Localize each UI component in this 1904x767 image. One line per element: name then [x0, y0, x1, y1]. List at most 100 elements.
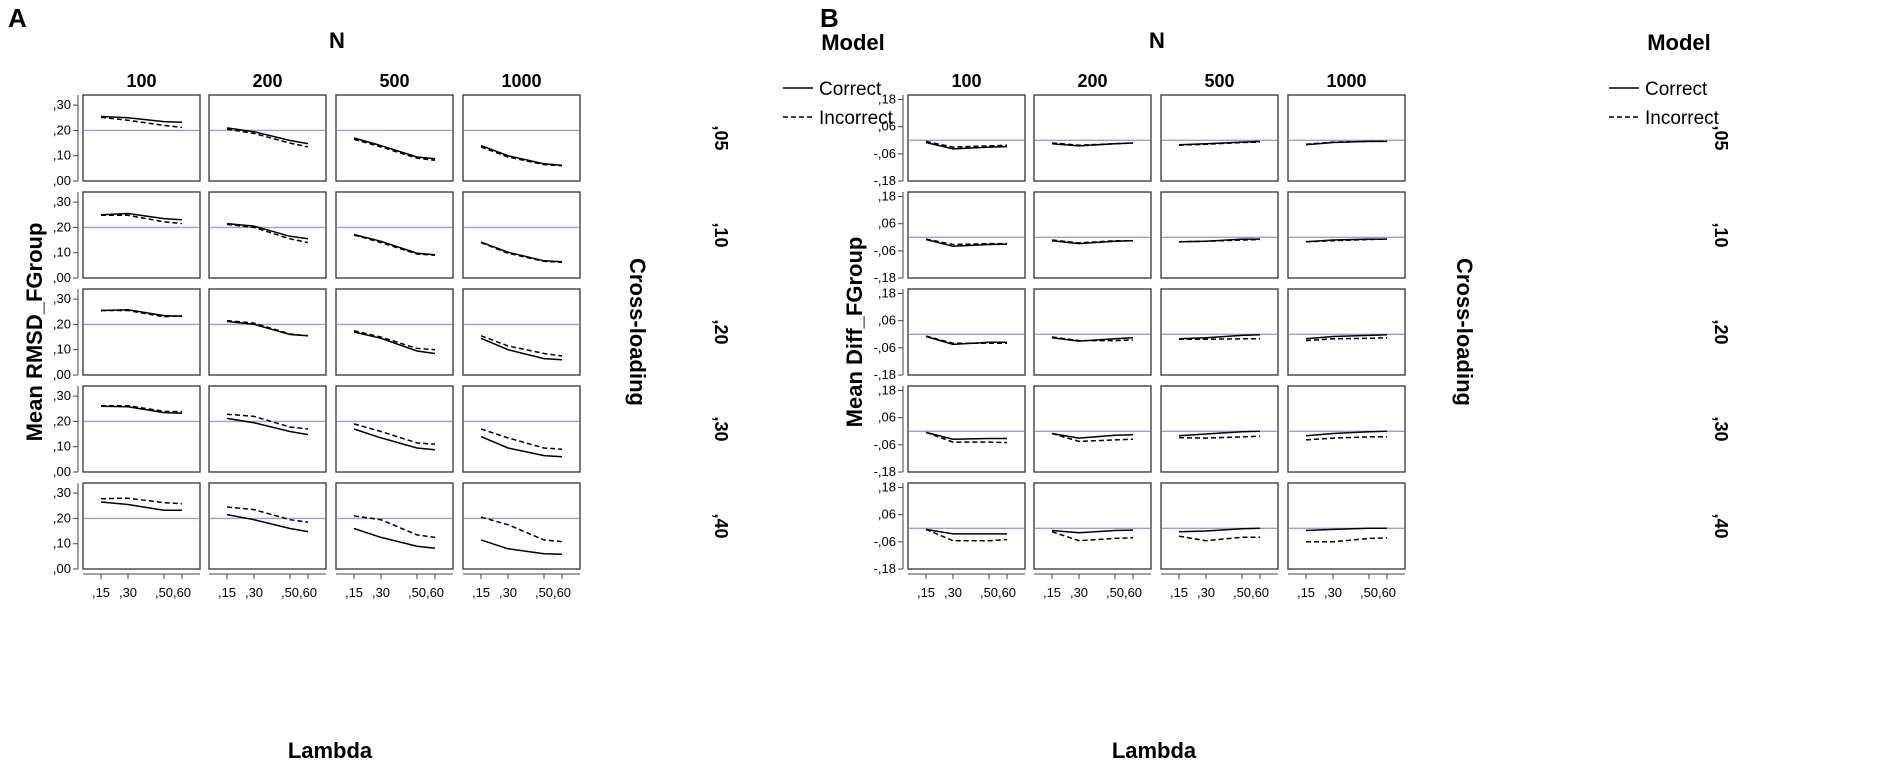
cell-frame — [1160, 385, 1279, 473]
series-line-incorrect — [101, 404, 183, 413]
series-line-correct — [100, 501, 182, 512]
facet-column-header: 200 — [1077, 71, 1107, 91]
cell-frame — [208, 385, 327, 473]
y-tick-label: ,06 — [878, 313, 896, 328]
facet-cell — [335, 385, 454, 473]
y-tick-label: ,18 — [878, 383, 896, 398]
y-tick-label: -,06 — [874, 340, 896, 355]
series-line-incorrect — [1051, 336, 1134, 342]
series-line-incorrect — [353, 515, 436, 539]
series-line-incorrect — [480, 516, 563, 543]
x-tick-label: ,50 — [535, 585, 553, 600]
x-tick-label: ,30 — [1197, 585, 1215, 600]
x-tick-label: ,30 — [1324, 585, 1342, 600]
facet-cell — [1287, 482, 1406, 570]
series-line-correct — [1178, 238, 1260, 243]
legend-entry-correct: Correct — [819, 79, 882, 100]
cell-frame — [335, 191, 454, 279]
x-tick-label: ,15 — [1170, 585, 1188, 600]
facet-column-title: N — [1149, 28, 1165, 53]
series-line-correct — [1178, 140, 1261, 146]
y-tick-label: ,30 — [53, 194, 71, 209]
cell-frame — [1160, 482, 1279, 570]
x-tick-label: ,60 — [1124, 585, 1142, 600]
y-tick-label: ,20 — [53, 413, 71, 428]
facet-cell — [335, 94, 454, 182]
facet-cell — [1033, 482, 1152, 570]
series-line-correct — [1051, 529, 1134, 534]
x-tick-label: ,30 — [119, 585, 137, 600]
x-tick-label: ,15 — [917, 585, 935, 600]
cell-frame — [907, 94, 1026, 182]
cell-frame — [462, 94, 581, 182]
x-tick-label: ,15 — [472, 585, 490, 600]
y-tick-label: -,18 — [874, 464, 896, 479]
facet-row-header: ,20 — [711, 319, 731, 344]
cell-frame — [335, 385, 454, 473]
facet-cell — [208, 288, 327, 376]
series-line-correct — [226, 127, 309, 145]
facet-row-header: ,05 — [711, 125, 731, 150]
y-tick-label: ,20 — [53, 316, 71, 331]
series-line-incorrect — [353, 329, 436, 351]
series-line-correct — [1305, 333, 1388, 340]
series-line-correct — [353, 331, 436, 355]
facet-row-header: ,05 — [1711, 125, 1731, 150]
series-line-correct — [1305, 238, 1387, 243]
legend-entry-correct: Correct — [1645, 79, 1708, 100]
x-tick-label: ,50 — [1233, 585, 1251, 600]
series-line-correct — [1178, 527, 1261, 533]
series-line-incorrect — [925, 140, 1008, 148]
cell-frame — [335, 288, 454, 376]
series-line-correct — [480, 435, 563, 458]
facet-cell — [462, 482, 581, 570]
cell-frame — [208, 482, 327, 570]
series-line-incorrect — [925, 431, 1008, 444]
facet-column-header: 500 — [1204, 71, 1234, 91]
x-tick-label: ,15 — [1297, 585, 1315, 600]
cell-frame — [1160, 94, 1279, 182]
cell-frame — [335, 94, 454, 182]
cell-frame — [208, 288, 327, 376]
facet-row-header: ,30 — [1711, 416, 1731, 441]
facet-column-title: N — [329, 28, 345, 53]
x-tick-label: ,60 — [426, 585, 444, 600]
facet-cell — [208, 191, 327, 279]
cell-frame — [1033, 191, 1152, 279]
series-line-incorrect — [226, 128, 309, 148]
cell-frame — [1287, 94, 1406, 182]
facet-cell — [1033, 191, 1152, 279]
series-line-incorrect — [1305, 336, 1388, 342]
facet-column-header: 100 — [126, 71, 156, 91]
facet-row-header: ,20 — [1711, 319, 1731, 344]
cell-frame — [1160, 191, 1279, 279]
facet-cell — [335, 288, 454, 376]
facet-cell — [462, 94, 581, 182]
series-line-correct — [100, 212, 183, 221]
legend-title: Model — [821, 30, 885, 55]
cell-frame — [82, 482, 201, 570]
x-tick-label: ,50 — [1360, 585, 1378, 600]
series-line-correct — [100, 308, 183, 318]
series-line-incorrect — [226, 413, 309, 430]
cell-frame — [1160, 288, 1279, 376]
series-line-correct — [480, 539, 563, 556]
series-line-incorrect — [1178, 535, 1260, 542]
y-tick-label: ,00 — [53, 464, 71, 479]
facet-cell — [1033, 385, 1152, 473]
cell-frame — [1287, 482, 1406, 570]
series-line-correct — [1178, 430, 1261, 437]
series-line-correct — [480, 241, 563, 263]
facet-column-header: 500 — [379, 71, 409, 91]
series-line-incorrect — [353, 423, 436, 445]
series-line-incorrect — [100, 497, 183, 505]
x-tick-label: ,60 — [1251, 585, 1269, 600]
cell-frame — [1033, 482, 1152, 570]
cell-frame — [462, 191, 581, 279]
y-tick-label: ,30 — [53, 388, 71, 403]
x-tick-label: ,30 — [1070, 585, 1088, 600]
series-line-incorrect — [100, 116, 183, 129]
y-tick-label: ,00 — [53, 561, 71, 576]
facet-row-title: Cross-loading — [625, 258, 650, 406]
